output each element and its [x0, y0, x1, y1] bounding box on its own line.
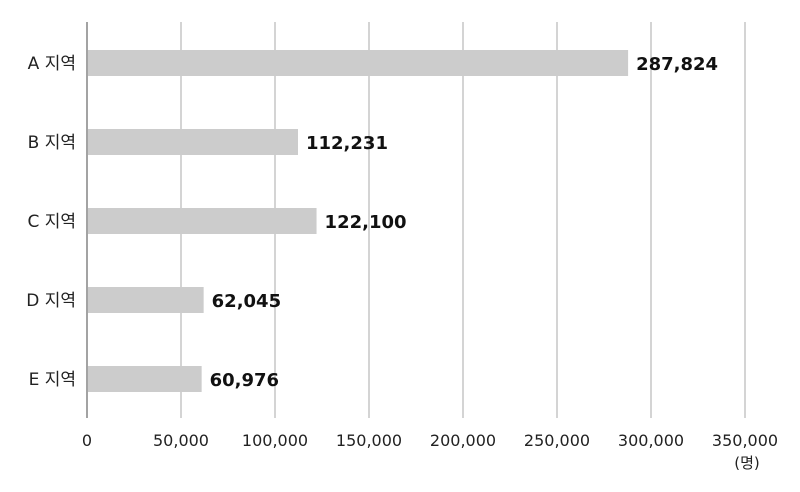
x-tick-label: 350,000 — [712, 431, 778, 450]
data-label: 122,100 — [325, 212, 407, 233]
data-label: 287,824 — [636, 54, 718, 75]
bar — [88, 50, 629, 76]
x-tick-label: 100,000 — [242, 431, 308, 450]
category-label: D 지역 — [26, 291, 76, 311]
category-label: E 지역 — [29, 370, 76, 390]
bar — [88, 366, 202, 392]
category-label: A 지역 — [28, 54, 76, 74]
data-labels: 287,824 112,231 122,100 62,045 60,976 — [210, 54, 718, 391]
x-tick-label: 300,000 — [618, 431, 684, 450]
category-labels: A 지역 B 지역 C 지역 D 지역 E 지역 — [26, 54, 76, 390]
x-tick-labels: 0 50,000 100,000 150,000 200,000 250,000 300,0… — [82, 431, 778, 450]
x-tick-label: 150,000 — [336, 431, 402, 450]
data-label: 62,045 — [212, 291, 281, 312]
x-tick-label: 250,000 — [524, 431, 590, 450]
bars — [88, 50, 629, 392]
data-label: 60,976 — [210, 370, 279, 391]
x-tick-label: 200,000 — [430, 431, 496, 450]
x-tick-label: 50,000 — [153, 431, 209, 450]
data-label: 112,231 — [306, 133, 388, 154]
bar — [88, 129, 298, 155]
grid-lines — [180, 22, 746, 418]
category-label: C 지역 — [27, 212, 76, 232]
category-label: B 지역 — [28, 133, 76, 153]
x-tick-label: 0 — [82, 431, 92, 450]
unit-label: (명) — [734, 454, 760, 472]
bar — [88, 208, 317, 234]
bar — [88, 287, 204, 313]
